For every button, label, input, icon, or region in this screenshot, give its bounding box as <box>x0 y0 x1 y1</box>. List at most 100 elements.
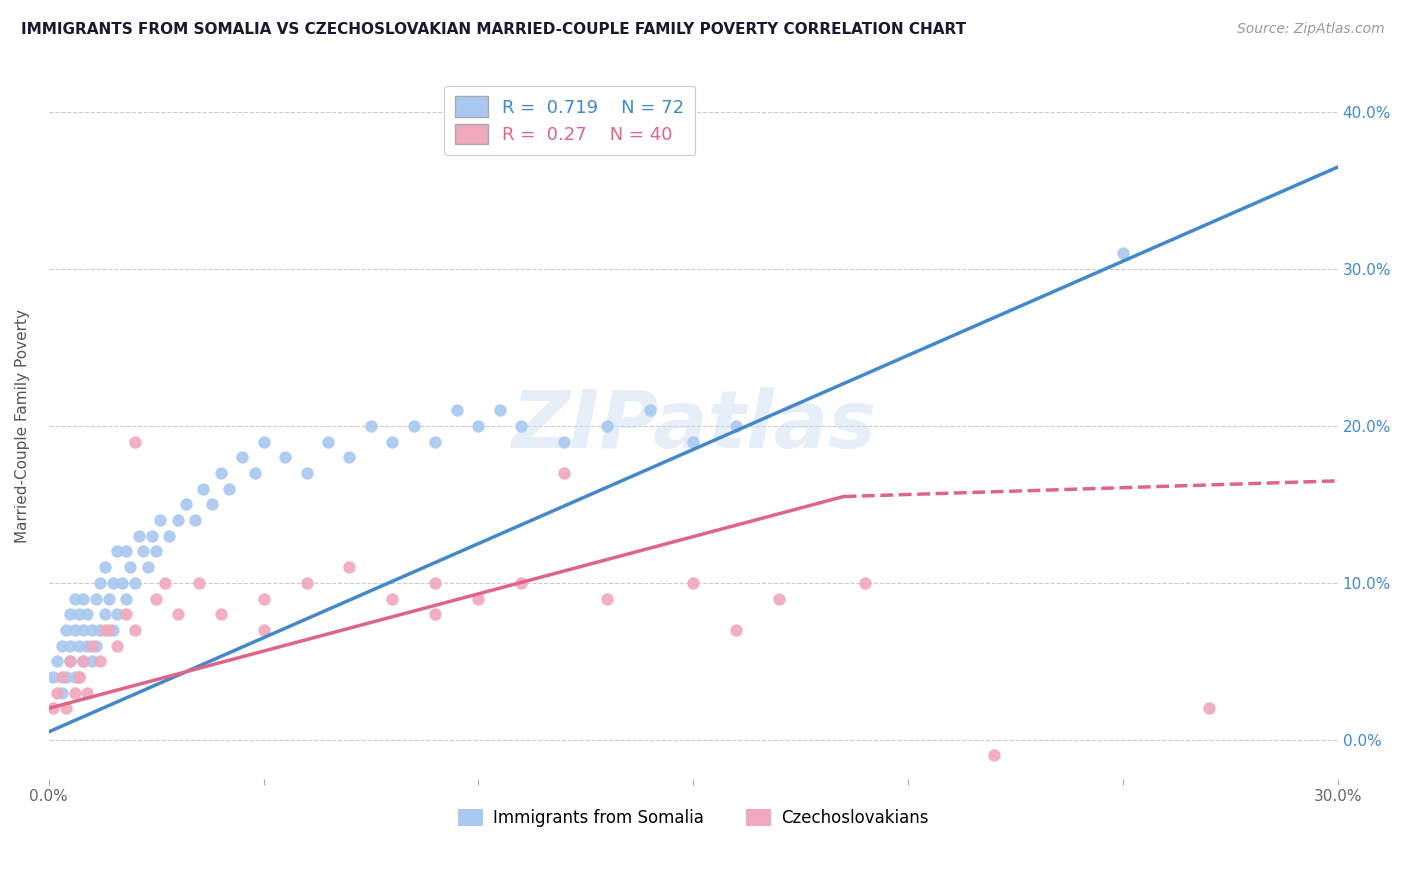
Text: ZIPatlas: ZIPatlas <box>510 387 876 465</box>
Point <box>510 575 533 590</box>
Point <box>193 482 215 496</box>
Point <box>596 591 619 606</box>
Point <box>59 639 82 653</box>
Point <box>184 513 207 527</box>
Point <box>402 419 425 434</box>
Point <box>638 403 661 417</box>
Point <box>51 685 73 699</box>
Point <box>124 623 146 637</box>
Text: IMMIGRANTS FROM SOMALIA VS CZECHOSLOVAKIAN MARRIED-COUPLE FAMILY POVERTY CORRELA: IMMIGRANTS FROM SOMALIA VS CZECHOSLOVAKI… <box>21 22 966 37</box>
Point <box>149 513 172 527</box>
Point <box>103 623 125 637</box>
Point <box>209 466 232 480</box>
Point <box>55 701 77 715</box>
Point <box>67 670 90 684</box>
Point <box>1112 246 1135 260</box>
Point <box>682 434 704 449</box>
Point <box>72 591 94 606</box>
Point <box>231 450 253 465</box>
Point <box>55 670 77 684</box>
Point <box>124 575 146 590</box>
Point <box>446 403 468 417</box>
Point <box>425 575 447 590</box>
Point <box>425 607 447 622</box>
Point <box>80 654 103 668</box>
Point <box>425 434 447 449</box>
Point <box>725 623 748 637</box>
Point <box>67 670 90 684</box>
Point <box>124 434 146 449</box>
Point <box>153 575 176 590</box>
Point <box>467 419 489 434</box>
Point <box>97 591 120 606</box>
Point <box>63 670 86 684</box>
Point <box>381 434 404 449</box>
Point <box>132 544 155 558</box>
Point <box>72 654 94 668</box>
Point <box>141 529 163 543</box>
Point <box>252 623 274 637</box>
Point <box>107 639 129 653</box>
Point <box>46 685 69 699</box>
Point <box>97 623 120 637</box>
Point <box>55 623 77 637</box>
Point <box>89 623 111 637</box>
Point <box>510 419 533 434</box>
Point <box>166 513 188 527</box>
Point <box>553 434 575 449</box>
Point <box>63 623 86 637</box>
Point <box>80 623 103 637</box>
Point <box>295 466 318 480</box>
Point <box>63 685 86 699</box>
Point <box>42 670 65 684</box>
Point <box>983 748 1005 763</box>
Point <box>76 685 98 699</box>
Point <box>42 701 65 715</box>
Point <box>128 529 150 543</box>
Point <box>67 607 90 622</box>
Point <box>67 639 90 653</box>
Point <box>339 560 361 574</box>
Point <box>252 434 274 449</box>
Point <box>145 591 167 606</box>
Point <box>103 575 125 590</box>
Point <box>682 575 704 590</box>
Point <box>1198 701 1220 715</box>
Point <box>157 529 180 543</box>
Point <box>84 591 107 606</box>
Point <box>295 575 318 590</box>
Point <box>80 639 103 653</box>
Point <box>145 544 167 558</box>
Point <box>51 670 73 684</box>
Point <box>93 560 115 574</box>
Point <box>136 560 159 574</box>
Point <box>76 607 98 622</box>
Point <box>853 575 876 590</box>
Point <box>84 639 107 653</box>
Point <box>59 654 82 668</box>
Point <box>107 544 129 558</box>
Point <box>93 607 115 622</box>
Point <box>252 591 274 606</box>
Point <box>115 591 138 606</box>
Point <box>188 575 211 590</box>
Point <box>274 450 297 465</box>
Y-axis label: Married-Couple Family Poverty: Married-Couple Family Poverty <box>15 309 30 543</box>
Point <box>339 450 361 465</box>
Point <box>725 419 748 434</box>
Legend: Immigrants from Somalia, Czechoslovakians: Immigrants from Somalia, Czechoslovakian… <box>451 803 935 834</box>
Point <box>63 591 86 606</box>
Point <box>115 607 138 622</box>
Point <box>115 544 138 558</box>
Point <box>768 591 790 606</box>
Point <box>316 434 339 449</box>
Point <box>46 654 69 668</box>
Point <box>93 623 115 637</box>
Point <box>111 575 134 590</box>
Point <box>489 403 512 417</box>
Point <box>201 497 224 511</box>
Point <box>59 607 82 622</box>
Text: Source: ZipAtlas.com: Source: ZipAtlas.com <box>1237 22 1385 37</box>
Point <box>89 654 111 668</box>
Point <box>209 607 232 622</box>
